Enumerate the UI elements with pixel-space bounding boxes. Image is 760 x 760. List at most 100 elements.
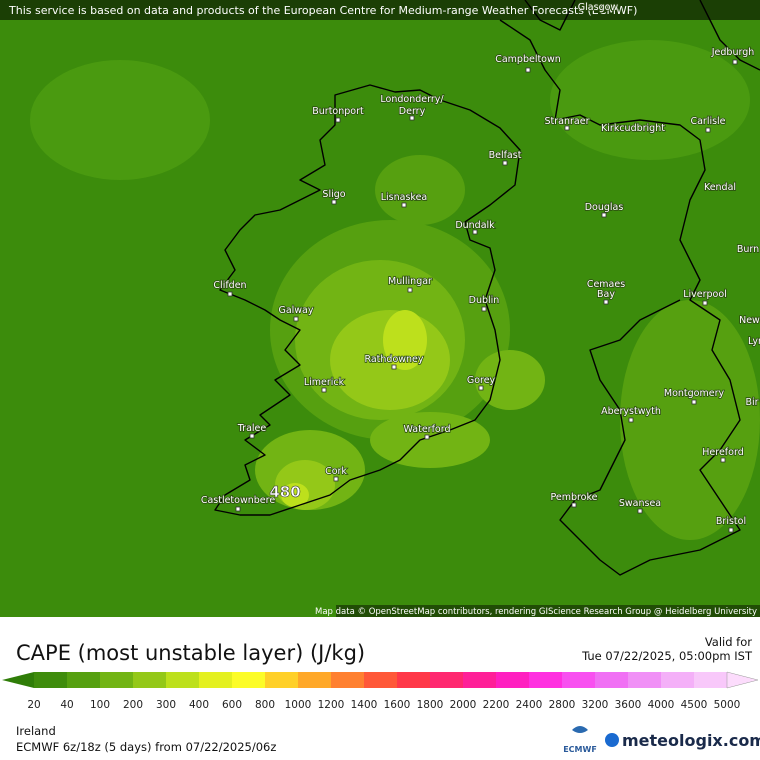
city-marker (705, 127, 711, 133)
city-label: Londonderry/ (380, 94, 444, 105)
colorbar-label: 2400 (516, 699, 543, 711)
city-label: Burn (737, 244, 759, 255)
ecmwf-logo: ECMWF (563, 745, 597, 754)
city-marker (478, 385, 484, 391)
city-marker (335, 117, 341, 123)
colorbar-segment (430, 672, 463, 688)
legend-panel: CAPE (most unstable layer) (J/kg) Valid … (2, 635, 760, 754)
colorbar-label: 400 (189, 699, 209, 711)
city-marker (227, 291, 233, 297)
city-marker (293, 316, 299, 322)
colorbar-segment (100, 672, 133, 688)
colorbar-segment (529, 672, 562, 688)
valid-time: Tue 07/22/2025, 05:00pm IST (581, 649, 753, 663)
colorbar-segment (364, 672, 397, 688)
city-label: Tralee (237, 423, 267, 434)
city-marker (235, 506, 241, 512)
brand-icon (605, 733, 619, 747)
colorbar-segment (562, 672, 595, 688)
attribution: Map data © OpenStreetMap contributors, r… (315, 607, 757, 617)
colorbar-segment (67, 672, 100, 688)
brand: meteologix.com (622, 731, 760, 750)
city-label: Galway (278, 305, 313, 316)
city-label: Kirkcudbright (601, 123, 665, 134)
city-marker (333, 476, 339, 482)
city-marker (732, 59, 738, 65)
city-label: Bay (597, 289, 615, 300)
colorbar-label: 3600 (615, 699, 642, 711)
city-marker (391, 364, 397, 370)
city-label: Bristol (716, 516, 746, 527)
city-label: Glasgow (578, 2, 619, 13)
city-label: Douglas (585, 202, 624, 213)
ecmwf-logo-mark (572, 726, 588, 733)
colorbar-segment (298, 672, 331, 688)
city-marker (603, 299, 609, 305)
colorbar-label: 1800 (417, 699, 444, 711)
city-label: Lyr (748, 336, 760, 347)
city-marker (401, 202, 407, 208)
city-label: Burtonport (312, 106, 364, 117)
city-label: Gorey (467, 375, 496, 386)
colorbar-segment (331, 672, 364, 688)
city-marker (321, 387, 327, 393)
city-label: Cork (325, 466, 347, 477)
city-label: Kendal (704, 182, 736, 193)
colorbar-label: 3200 (582, 699, 609, 711)
city-marker (564, 125, 570, 131)
city-marker (728, 527, 734, 533)
city-label: Derry (399, 106, 426, 117)
city-marker (637, 508, 643, 514)
colorbar-label: 5000 (714, 699, 741, 711)
region: Ireland (16, 724, 56, 738)
city-marker (691, 399, 697, 405)
city-marker (424, 434, 430, 440)
notice: This service is based on data and produc… (8, 4, 637, 17)
colorbar-arrow (2, 672, 34, 688)
city-label: Jedburgh (711, 47, 755, 58)
city-label: Rathdowney (364, 354, 423, 365)
colorbar-label: 40 (60, 699, 73, 711)
city-label: Waterford (403, 424, 450, 435)
colorbar-label: 200 (123, 699, 143, 711)
city-label: Belfast (489, 150, 522, 161)
colorbar: 20 40 100 200 300 400 600 800 1000 1200 1400 1600 18… (2, 671, 759, 711)
colorbar-label: 1000 (285, 699, 312, 711)
colorbar-label: 1400 (351, 699, 378, 711)
city-label: Sligo (322, 189, 345, 200)
city-marker (472, 229, 478, 235)
city-label: Dublin (469, 295, 500, 306)
attribution-bar (336, 605, 760, 617)
city-label: Clifden (213, 280, 246, 291)
colorbar-label: 4000 (648, 699, 675, 711)
city-marker (525, 67, 531, 73)
city-marker (502, 160, 508, 166)
colorbar-label: 2800 (549, 699, 576, 711)
colorbar-segment (265, 672, 298, 688)
colorbar-segment (463, 672, 496, 688)
colorbar-segment (694, 672, 727, 688)
colorbar-arrow (726, 671, 759, 689)
colorbar-label: 2200 (483, 699, 510, 711)
colorbar-label: 800 (255, 699, 275, 711)
city-label: Cemaes (587, 279, 625, 290)
city-label: Lisnaskea (381, 192, 428, 203)
city-label: Aberystwyth (601, 406, 661, 417)
colorbar-label: 300 (156, 699, 176, 711)
colorbar-segment (628, 672, 661, 688)
colorbar-segment (496, 672, 529, 688)
city-marker (409, 115, 415, 121)
city-label: Montgomery (664, 388, 725, 399)
city-label: Castletownbere (201, 495, 276, 506)
colorbar-segment (133, 672, 166, 688)
colorbar-segment (34, 672, 67, 688)
city-label: Mullingar (388, 276, 432, 287)
colorbar-label: 100 (90, 699, 110, 711)
city-label: Dundalk (455, 220, 495, 231)
city-marker (249, 433, 255, 439)
cape-field (30, 40, 760, 540)
valid-label: Valid for (705, 635, 752, 649)
colorbar-label: 20 (27, 699, 40, 711)
colorbar-label: 600 (222, 699, 242, 711)
